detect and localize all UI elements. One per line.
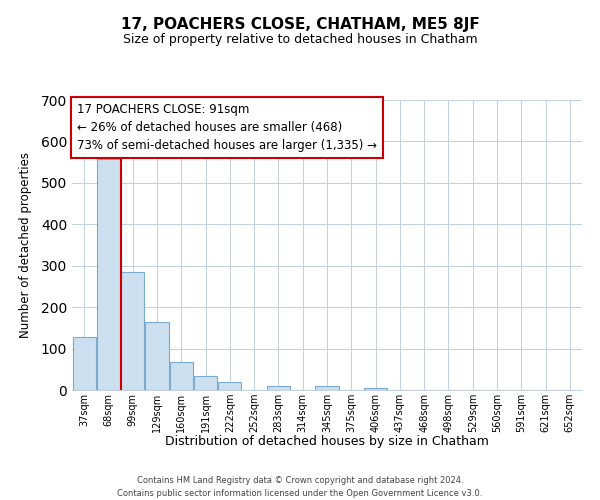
Bar [194, 376, 217, 390]
Text: Contains HM Land Registry data © Crown copyright and database right 2024.
Contai: Contains HM Land Registry data © Crown c… [118, 476, 482, 498]
Bar [218, 382, 241, 390]
Bar [267, 386, 290, 390]
Bar [364, 388, 387, 390]
Y-axis label: Number of detached properties: Number of detached properties [19, 152, 32, 338]
Text: 17 POACHERS CLOSE: 91sqm
← 26% of detached houses are smaller (468)
73% of semi-: 17 POACHERS CLOSE: 91sqm ← 26% of detach… [77, 103, 377, 152]
Bar [73, 337, 95, 390]
Text: 17, POACHERS CLOSE, CHATHAM, ME5 8JF: 17, POACHERS CLOSE, CHATHAM, ME5 8JF [121, 18, 479, 32]
Text: Distribution of detached houses by size in Chatham: Distribution of detached houses by size … [165, 435, 489, 448]
Bar [170, 362, 193, 390]
Bar [97, 159, 120, 390]
Text: Size of property relative to detached houses in Chatham: Size of property relative to detached ho… [122, 32, 478, 46]
Bar [316, 386, 338, 390]
Bar [121, 272, 144, 390]
Bar [145, 322, 169, 390]
